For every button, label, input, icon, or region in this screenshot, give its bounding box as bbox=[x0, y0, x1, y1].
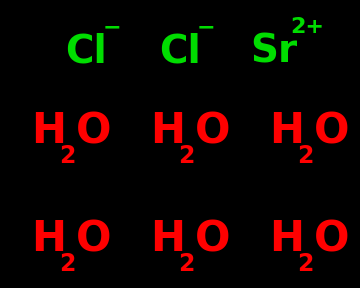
Text: Sr: Sr bbox=[250, 33, 297, 71]
Text: −: − bbox=[103, 17, 121, 37]
Text: 2+: 2+ bbox=[290, 17, 324, 37]
Text: O: O bbox=[76, 110, 111, 152]
Text: 2: 2 bbox=[59, 143, 76, 168]
Text: O: O bbox=[195, 218, 230, 260]
Text: 2: 2 bbox=[178, 143, 194, 168]
Text: O: O bbox=[314, 218, 349, 260]
Text: 2: 2 bbox=[297, 143, 313, 168]
Text: Cl: Cl bbox=[66, 33, 107, 71]
Text: O: O bbox=[314, 110, 349, 152]
Text: H: H bbox=[269, 110, 304, 152]
Text: −: − bbox=[196, 17, 215, 37]
Text: H: H bbox=[150, 110, 185, 152]
Text: H: H bbox=[150, 218, 185, 260]
Text: H: H bbox=[31, 110, 66, 152]
Text: O: O bbox=[76, 218, 111, 260]
Text: H: H bbox=[269, 218, 304, 260]
Text: 2: 2 bbox=[178, 251, 194, 276]
Text: 2: 2 bbox=[59, 251, 76, 276]
Text: 2: 2 bbox=[297, 251, 313, 276]
Text: Cl: Cl bbox=[159, 33, 201, 71]
Text: H: H bbox=[31, 218, 66, 260]
Text: O: O bbox=[195, 110, 230, 152]
